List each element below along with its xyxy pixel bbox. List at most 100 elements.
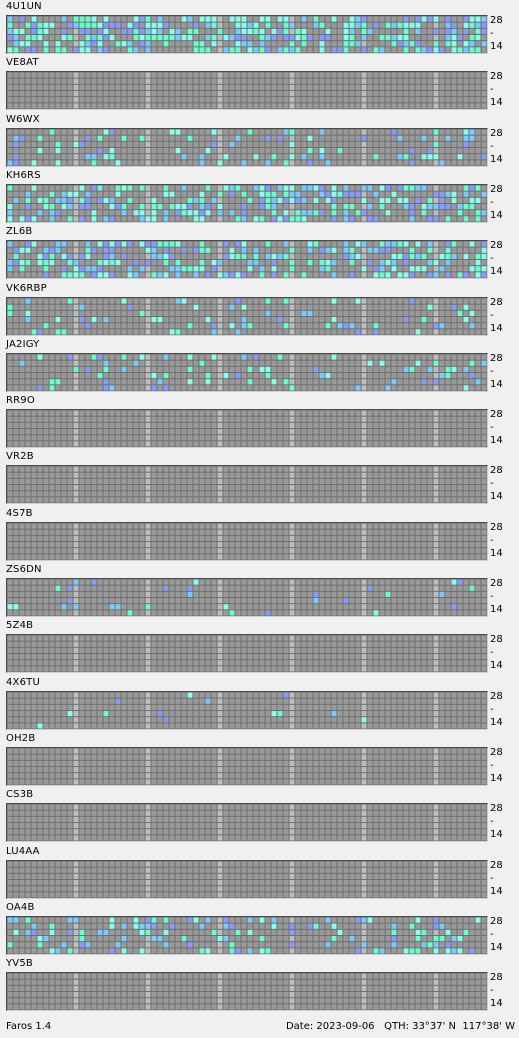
grid-cell	[55, 598, 61, 604]
grid-cell	[55, 479, 61, 485]
grid-cell	[433, 310, 439, 316]
grid-cell	[157, 523, 163, 529]
grid-cell	[469, 47, 475, 53]
grid-cell	[313, 97, 319, 103]
grid-cell	[283, 103, 289, 109]
grid-cell	[115, 272, 121, 278]
grid-cell	[391, 72, 397, 78]
grid-cell	[55, 585, 61, 591]
grid-cell	[211, 129, 217, 135]
grid-cell	[391, 159, 397, 166]
grid-cell	[91, 141, 97, 147]
grid-cell	[205, 28, 211, 34]
grid-cell	[343, 485, 349, 491]
grid-cell	[433, 416, 439, 422]
grid-cell	[253, 485, 259, 491]
grid-cell	[349, 354, 355, 360]
grid-cell	[283, 422, 289, 429]
station-panel[interactable]: RR9O 28-14	[0, 394, 519, 450]
grid-cell	[301, 272, 307, 278]
station-panel[interactable]: KH6RS 28-14	[0, 169, 519, 225]
grid-cell	[271, 72, 277, 78]
grid-cell	[361, 72, 367, 78]
grid-cell	[373, 322, 379, 328]
grid-cell	[169, 266, 175, 272]
band-tick: -	[490, 84, 494, 96]
grid-cell	[457, 203, 463, 210]
grid-cell	[337, 441, 343, 447]
grid-cell	[67, 366, 73, 372]
grid-cell	[457, 272, 463, 278]
propagation-grid[interactable]	[6, 465, 488, 505]
station-callsign: 4S7B	[6, 507, 33, 519]
grid-cell	[385, 72, 391, 78]
grid-cell	[469, 191, 475, 197]
station-panel[interactable]: VE8AT 28-14	[0, 56, 519, 112]
grid-cell	[331, 103, 337, 109]
station-panel[interactable]: VR2B 28-14	[0, 450, 519, 506]
grid-cell	[289, 159, 295, 166]
grid-cell	[295, 72, 301, 78]
propagation-grid[interactable]	[6, 127, 488, 167]
grid-cell	[337, 260, 343, 266]
station-panel[interactable]: JA2IGY 28-14	[0, 338, 519, 394]
grid-cell	[229, 529, 235, 535]
grid-cell	[187, 328, 193, 334]
grid-cell	[205, 85, 211, 91]
grid-cell	[223, 78, 229, 85]
grid-cell	[97, 491, 103, 497]
grid-cell	[133, 35, 139, 41]
grid-cell	[25, 254, 31, 260]
propagation-grid[interactable]	[6, 409, 488, 449]
grid-cell	[235, 479, 241, 485]
station-panel[interactable]: 4S7B 28-14	[0, 507, 519, 563]
grid-cell	[397, 85, 403, 91]
grid-cell	[457, 479, 463, 485]
grid-cell	[217, 85, 223, 91]
propagation-grid[interactable]	[6, 240, 488, 280]
grid-cell	[373, 129, 379, 135]
propagation-grid[interactable]	[6, 352, 488, 392]
grid-cell	[337, 103, 343, 109]
grid-cell	[397, 491, 403, 497]
grid-cell	[163, 328, 169, 334]
grid-cell	[289, 72, 295, 78]
grid-cell	[361, 310, 367, 316]
grid-cell	[151, 135, 157, 141]
grid-cell	[19, 354, 25, 360]
grid-cell	[289, 85, 295, 91]
propagation-grid[interactable]	[6, 183, 488, 223]
grid-cell	[37, 610, 43, 616]
station-panel[interactable]: ZL6B 28-14	[0, 225, 519, 281]
grid-cell	[463, 266, 469, 272]
grid-cell	[169, 197, 175, 203]
propagation-grid[interactable]	[6, 578, 488, 617]
grid-cell	[127, 28, 133, 34]
grid-cell	[355, 254, 361, 260]
grid-cell	[37, 197, 43, 203]
grid-cell	[343, 91, 349, 97]
grid-cell	[229, 491, 235, 497]
grid-cell	[259, 435, 265, 441]
grid-cell	[181, 310, 187, 316]
station-panel[interactable]: W6WX 28-14	[0, 113, 519, 169]
propagation-grid[interactable]	[6, 15, 488, 54]
grid-cell	[127, 35, 133, 41]
grid-cell	[145, 466, 151, 473]
propagation-grid-cells	[7, 16, 487, 53]
propagation-grid[interactable]	[6, 296, 488, 336]
propagation-grid[interactable]	[6, 521, 488, 561]
station-panel[interactable]: ZS6DN 28-14	[0, 563, 519, 619]
grid-cell	[49, 466, 55, 473]
station-panel[interactable]: 4U1UN 28-14	[0, 0, 519, 56]
grid-cell	[313, 35, 319, 41]
grid-cell	[271, 491, 277, 497]
grid-cell	[475, 422, 481, 429]
grid-cell	[451, 310, 457, 316]
propagation-grid[interactable]	[6, 71, 488, 111]
station-panel[interactable]: VK6RBP 28-14	[0, 282, 519, 338]
grid-cell	[91, 554, 97, 560]
grid-cell	[331, 435, 337, 441]
grid-cell	[445, 366, 451, 372]
grid-cell	[91, 610, 97, 616]
